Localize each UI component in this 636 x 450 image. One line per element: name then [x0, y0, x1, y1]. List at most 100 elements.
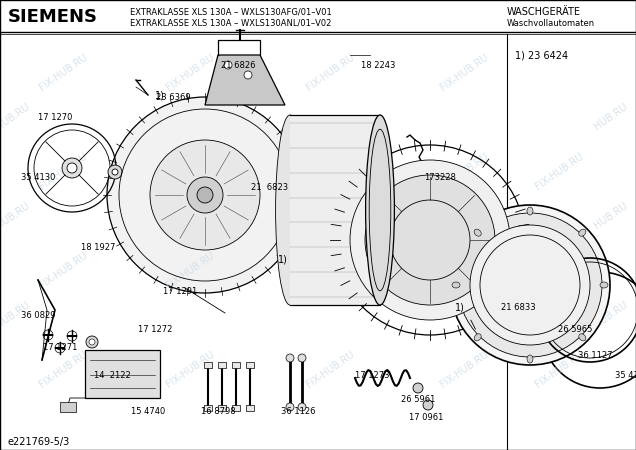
Ellipse shape	[452, 282, 460, 288]
Bar	[85, 350, 160, 398]
Text: 26 5961: 26 5961	[401, 396, 435, 405]
Circle shape	[244, 71, 252, 79]
Circle shape	[67, 163, 77, 173]
Text: 1) 23 6424: 1) 23 6424	[515, 50, 568, 60]
Text: FIX-HUB.RU: FIX-HUB.RU	[38, 349, 90, 389]
Text: 21  6823: 21 6823	[251, 184, 289, 193]
Bar	[218, 405, 226, 411]
Text: HUB.RU: HUB.RU	[0, 102, 31, 132]
Bar	[232, 362, 240, 368]
Text: 35 4134: 35 4134	[615, 370, 636, 379]
Ellipse shape	[579, 334, 586, 341]
Text: 1): 1)	[455, 303, 465, 313]
Text: FIX-HUB.RU: FIX-HUB.RU	[165, 250, 217, 290]
Text: FIX-HUB.RU: FIX-HUB.RU	[305, 52, 357, 92]
Text: FIX-HUB.RU: FIX-HUB.RU	[305, 151, 357, 191]
Text: HUB.RU: HUB.RU	[0, 300, 31, 330]
Text: FIX-HUB.RU: FIX-HUB.RU	[305, 349, 357, 389]
Circle shape	[470, 225, 590, 345]
Circle shape	[224, 61, 232, 69]
Text: 1): 1)	[155, 90, 165, 100]
Ellipse shape	[579, 229, 586, 236]
Circle shape	[413, 383, 423, 393]
Text: 17 1273: 17 1273	[355, 370, 389, 379]
Text: FIX-HUB.RU: FIX-HUB.RU	[38, 250, 90, 290]
Text: 36 1126: 36 1126	[280, 408, 315, 417]
Text: 21 6826: 21 6826	[221, 62, 255, 71]
Text: EXTRAKLASSE XLS 130A – WXLS130ANL/01–V02: EXTRAKLASSE XLS 130A – WXLS130ANL/01–V02	[130, 18, 331, 27]
Circle shape	[298, 354, 306, 362]
Text: HUB.RU: HUB.RU	[0, 201, 31, 231]
Text: FIX-HUB.RU: FIX-HUB.RU	[534, 250, 586, 290]
Circle shape	[286, 403, 294, 411]
Text: FIX-HUB.RU: FIX-HUB.RU	[438, 151, 490, 191]
Text: FIX-HUB.RU: FIX-HUB.RU	[305, 250, 357, 290]
Text: FIX-HUB.RU: FIX-HUB.RU	[438, 349, 490, 389]
Text: 35 4130: 35 4130	[21, 174, 55, 183]
Circle shape	[112, 169, 118, 175]
Circle shape	[86, 336, 98, 348]
Text: 21 6833: 21 6833	[501, 303, 536, 312]
Text: FIX-HUB.RU: FIX-HUB.RU	[438, 250, 490, 290]
Circle shape	[298, 403, 306, 411]
Text: FIX-HUB.RU: FIX-HUB.RU	[38, 52, 90, 92]
Bar	[60, 402, 76, 412]
Bar	[218, 362, 226, 368]
Circle shape	[62, 158, 82, 178]
Text: FIX-HUB.RU: FIX-HUB.RU	[438, 52, 490, 92]
Circle shape	[458, 213, 602, 357]
Text: e221769-5/3: e221769-5/3	[8, 437, 70, 447]
Text: 26 5965: 26 5965	[558, 325, 592, 334]
Text: 36 1127: 36 1127	[577, 351, 612, 360]
Text: HUB.RU: HUB.RU	[592, 102, 629, 132]
Circle shape	[423, 400, 433, 410]
Bar	[290, 115, 380, 305]
Circle shape	[197, 187, 213, 203]
Text: EXTRAKLASSE XLS 130A – WXLS130AFG/01–V01: EXTRAKLASSE XLS 130A – WXLS130AFG/01–V01	[130, 8, 332, 17]
Text: Waschvollautomaten: Waschvollautomaten	[507, 18, 595, 27]
Text: FIX-HUB.RU: FIX-HUB.RU	[534, 349, 586, 389]
Text: 14  2122: 14 2122	[93, 370, 130, 379]
Text: HUB.RU: HUB.RU	[592, 201, 629, 231]
Text: 23 6369: 23 6369	[156, 93, 190, 102]
Bar	[232, 405, 240, 411]
Circle shape	[365, 175, 495, 305]
Text: 15 4740: 15 4740	[131, 408, 165, 417]
Text: FIX-HUB.RU: FIX-HUB.RU	[165, 52, 217, 92]
Ellipse shape	[275, 115, 305, 305]
Bar	[246, 405, 254, 411]
Text: 17 1272: 17 1272	[138, 325, 172, 334]
Text: 18 2243: 18 2243	[361, 60, 395, 69]
Text: 17 1291: 17 1291	[163, 288, 197, 297]
Text: FIX-HUB.RU: FIX-HUB.RU	[165, 349, 217, 389]
Text: 1): 1)	[278, 255, 288, 265]
Circle shape	[89, 339, 95, 345]
Ellipse shape	[474, 229, 481, 236]
Circle shape	[187, 177, 223, 213]
Text: WASCHGERÄTE: WASCHGERÄTE	[507, 7, 581, 17]
Circle shape	[150, 140, 260, 250]
Text: 173228: 173228	[424, 174, 456, 183]
Ellipse shape	[366, 115, 394, 305]
Circle shape	[107, 97, 303, 293]
Text: 18 1927: 18 1927	[81, 243, 115, 252]
Text: HUB.RU: HUB.RU	[592, 300, 629, 330]
Bar	[204, 405, 212, 411]
Text: 17 1270: 17 1270	[38, 113, 73, 122]
Ellipse shape	[527, 207, 533, 215]
Text: 36 0829: 36 0829	[21, 310, 55, 320]
Ellipse shape	[474, 334, 481, 341]
Text: SIEMENS: SIEMENS	[8, 8, 98, 26]
Text: FIX-HUB.RU: FIX-HUB.RU	[165, 151, 217, 191]
Text: 17 1271: 17 1271	[43, 343, 77, 352]
Text: FIX-HUB.RU: FIX-HUB.RU	[534, 151, 586, 191]
Text: 17 0961: 17 0961	[409, 414, 443, 423]
Text: 16 8798: 16 8798	[201, 408, 235, 417]
Circle shape	[286, 354, 294, 362]
Bar	[246, 362, 254, 368]
Circle shape	[108, 165, 122, 179]
Ellipse shape	[527, 355, 533, 363]
Circle shape	[450, 205, 610, 365]
Text: FIX-HUB.RU: FIX-HUB.RU	[38, 151, 90, 191]
Circle shape	[350, 160, 510, 320]
